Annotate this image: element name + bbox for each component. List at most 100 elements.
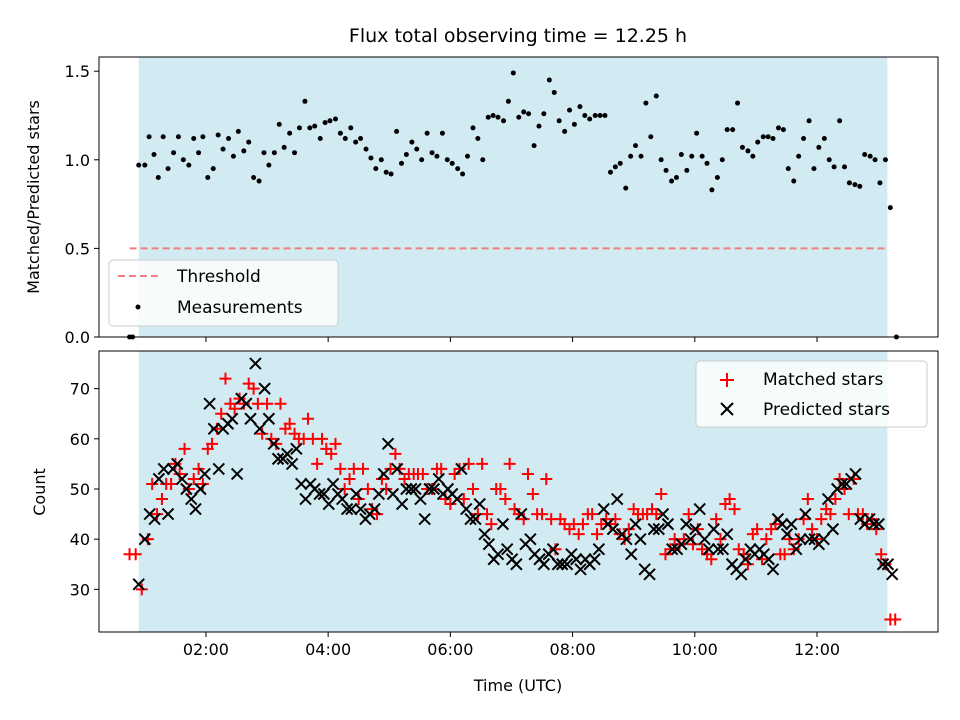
matched-star-point — [801, 493, 814, 506]
measurement-point — [724, 127, 730, 133]
measurement-point — [271, 150, 277, 156]
measurement-point — [171, 150, 177, 156]
predicted-star-point — [295, 477, 308, 491]
measurements-points — [127, 70, 899, 340]
measurement-point — [745, 148, 751, 154]
predicted-star-point — [326, 477, 340, 491]
matched-star-point — [664, 543, 677, 556]
x-tick-label: 04:00 — [305, 640, 351, 659]
predicted-star-point — [620, 532, 633, 546]
measurement-point — [867, 153, 873, 159]
measurement-point — [470, 125, 476, 131]
measurement-point — [251, 175, 257, 181]
top-legend: Threshold Measurements — [108, 259, 339, 327]
matched-star-point — [787, 543, 800, 556]
predicted-star-point — [464, 512, 477, 526]
measurement-point — [791, 178, 797, 184]
bottom-plot-frame — [98, 350, 939, 633]
matched-star-point — [256, 427, 269, 440]
predicted-star-point — [775, 517, 789, 531]
measurement-point — [281, 144, 287, 150]
predicted-star-point — [720, 527, 734, 541]
measurement-point — [755, 139, 761, 145]
measurement-point — [444, 157, 450, 163]
matched-star-point — [334, 462, 347, 475]
matched-star-point — [283, 417, 296, 430]
predicted-star-point — [799, 507, 812, 521]
predicted-star-point — [537, 558, 551, 571]
matched-star-point — [274, 397, 287, 410]
measurement-point — [739, 144, 745, 150]
measurement-point — [358, 136, 364, 142]
measurement-point — [796, 153, 802, 159]
top-chart-title: Flux total observing time = 12.25 h — [349, 25, 687, 47]
predicted-star-point — [258, 382, 271, 395]
matched-star-point — [219, 372, 232, 385]
predicted-stars-legend-label: Predicted stars — [763, 400, 890, 420]
predicted-star-point — [551, 558, 565, 571]
matched-star-point — [526, 488, 539, 501]
y-tick-label: 0.5 — [65, 239, 90, 258]
predicted-star-point — [867, 517, 881, 531]
measurement-point — [332, 116, 338, 122]
measurement-point — [196, 150, 202, 156]
measurement-point — [760, 134, 766, 140]
measurement-point — [546, 77, 552, 83]
measurement-point — [235, 128, 241, 134]
matched-star-point — [192, 462, 205, 475]
measurement-point — [348, 125, 354, 131]
measurement-point — [887, 205, 893, 211]
matched-star-point — [591, 528, 604, 541]
bottom-legend: Matched stars Predicted stars — [695, 360, 928, 428]
matched-star-point — [710, 513, 723, 526]
matched-star-point — [206, 437, 219, 450]
measurement-point — [464, 153, 470, 159]
matched-star-point — [389, 447, 402, 460]
measurement-point — [669, 178, 675, 184]
measurement-point — [607, 169, 613, 175]
predicted-star-point — [491, 548, 505, 561]
measurement-point — [363, 146, 369, 152]
matched-star-point — [792, 533, 805, 546]
bottom-panel: 30 40 50 60 70 02:00 04:00 06:00 08:00 10:00 12:0… — [30, 350, 939, 695]
measurement-point — [633, 143, 639, 149]
matched-star-point — [329, 437, 342, 450]
matched-star-point — [444, 498, 457, 511]
matched-star-point — [356, 462, 369, 475]
predicted-star-point — [423, 482, 436, 496]
predicted-star-point — [515, 507, 528, 521]
matched-star-point — [270, 437, 283, 450]
matched-star-point — [466, 482, 479, 495]
predicted-star-point — [249, 357, 262, 370]
measurement-point — [312, 123, 318, 129]
measurement-point — [175, 134, 181, 140]
predicted-star-point — [354, 502, 367, 516]
matched-star-point — [609, 513, 622, 526]
measurement-point — [582, 112, 588, 118]
matched-star-point — [311, 457, 324, 470]
matched-star-point — [714, 533, 727, 546]
measurement-point — [205, 175, 211, 181]
measurement-point — [505, 98, 511, 104]
predicted-star-point — [762, 553, 775, 566]
matched-star-point — [549, 543, 562, 556]
predicted-star-point — [189, 502, 202, 516]
predicted-star-point — [395, 497, 409, 511]
measurement-point — [414, 146, 420, 152]
y-tick-label: 70 — [70, 380, 90, 399]
matched-star-point — [728, 503, 741, 516]
matched-star-point — [182, 482, 195, 495]
predicted-star-point — [790, 542, 803, 556]
predicted-star-point — [702, 542, 716, 556]
matched-star-point — [751, 523, 764, 536]
predicted-stars-points — [132, 357, 899, 591]
top-plot-frame — [98, 56, 939, 338]
predicted-star-point — [794, 532, 807, 546]
predicted-star-point — [185, 492, 198, 506]
measurement-point — [327, 118, 333, 124]
measurement-point — [424, 130, 430, 136]
predicted-star-point — [230, 467, 244, 481]
measurement-point — [837, 118, 843, 124]
predicted-star-point — [240, 397, 253, 410]
predicted-star-point — [381, 437, 395, 451]
